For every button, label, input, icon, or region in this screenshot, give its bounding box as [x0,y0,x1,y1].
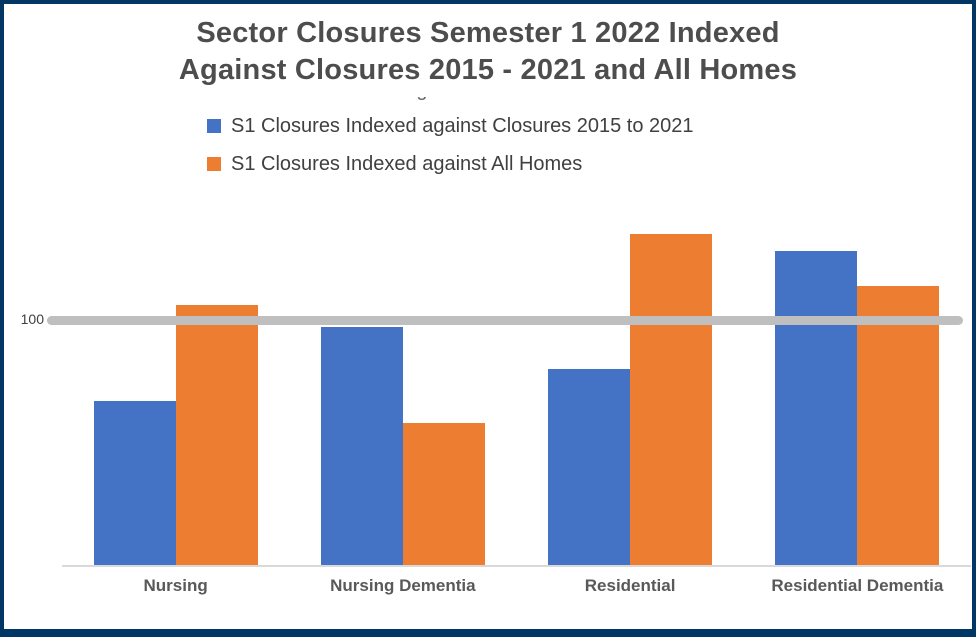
bar-nursing-indexed-vs-all-homes [175,305,258,565]
bar-residential-dementia-indexed-vs-all-homes [857,285,940,565]
category-group-residential-dementia [744,222,971,565]
chart-legend: S1 Closures Indexed against Closures 201… [207,114,694,192]
bar-nursing-dementia-indexed-vs-closures-2015-2021 [320,327,403,565]
legend-item-series2: S1 Closures Indexed against All Homes [207,152,694,175]
legend-swatch-orange-icon [207,157,221,171]
x-axis-label-residential-dementia: Residential Dementia [771,576,944,595]
chart-title: Sector Closures Semester 1 2022 Indexed … [4,15,972,89]
bar-nursing-indexed-vs-closures-2015-2021 [93,400,176,565]
index-baseline-100-line [47,316,963,326]
x-axis-label-residential: Residential [584,576,676,595]
bar-residential-indexed-vs-closures-2015-2021 [548,369,631,565]
category-group-nursing-dementia [289,222,516,565]
y-axis-tick-100: 100 [20,311,44,327]
legend-label-series1: S1 Closures Indexed against Closures 201… [231,114,694,137]
legend-swatch-blue-icon [207,119,221,133]
x-axis-label-nursing: Nursing [143,576,208,595]
x-axis-labels: Nursing Nursing Dementia Residential Reside… [62,576,971,596]
category-group-nursing [62,222,289,565]
bar-nursing-dementia-indexed-vs-all-homes [402,422,485,565]
bars-container [62,222,971,567]
legend-item-series1: S1 Closures Indexed against Closures 201… [207,114,694,137]
category-group-residential [517,222,744,565]
chart-title-line1: Sector Closures Semester 1 2022 Indexed [196,17,780,49]
bar-residential-dementia-indexed-vs-closures-2015-2021 [775,251,858,565]
legend-label-series2: S1 Closures Indexed against All Homes [231,152,583,175]
x-axis-label-nursing-dementia: Nursing Dementia [330,576,476,595]
bar-chart-plot-area: 100 [21,222,971,567]
clipped-text-artifact: S1 Closures Indexed against Closures 201… [214,97,566,102]
chart-title-line2: Against Closures 2015 - 2021 and All Hom… [178,54,798,86]
bar-residential-indexed-vs-all-homes [630,234,713,565]
